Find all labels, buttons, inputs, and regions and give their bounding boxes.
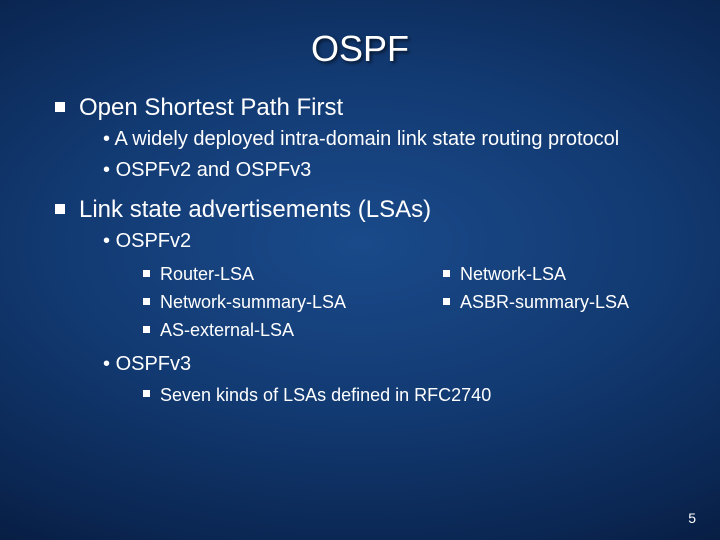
right-column: Network-LSA ASBR-summary-LSA	[443, 261, 703, 345]
section-heading: Link state advertisements (LSAs)	[55, 196, 690, 224]
sub-bullet: OSPFv2	[103, 228, 690, 255]
square-bullet-icon	[143, 390, 150, 397]
list-item: Router-LSA	[143, 261, 443, 289]
list-item: Network-LSA	[443, 261, 703, 289]
square-bullet-icon	[143, 326, 150, 333]
list-item-text: Router-LSA	[160, 264, 254, 284]
list-item: Network-summary-LSA	[143, 289, 443, 317]
list-item-text: AS-external-LSA	[160, 320, 294, 340]
section-heading: Open Shortest Path First	[55, 94, 690, 122]
section2-heading-text: Link state advertisements (LSAs)	[79, 196, 431, 223]
list-item-text: ASBR-summary-LSA	[460, 292, 629, 312]
square-bullet-icon	[143, 270, 150, 277]
page-number: 5	[688, 510, 696, 526]
square-bullet-icon	[55, 102, 65, 112]
list-item: AS-external-LSA	[143, 317, 443, 345]
slide-title: OSPF	[0, 0, 720, 88]
square-bullet-icon	[443, 298, 450, 305]
bullet-item: OSPFv2 and OSPFv3	[103, 157, 690, 184]
sub-bullet: OSPFv3	[103, 351, 690, 378]
square-bullet-icon	[443, 270, 450, 277]
two-column-list: Router-LSA Network-summary-LSA AS-extern…	[143, 261, 690, 345]
bullet-item: A widely deployed intra-domain link stat…	[103, 126, 690, 153]
square-bullet-icon	[143, 298, 150, 305]
section1-heading-text: Open Shortest Path First	[79, 94, 343, 121]
list-item-text: Network-summary-LSA	[160, 292, 346, 312]
slide: OSPF Open Shortest Path First A widely d…	[0, 0, 720, 540]
list-item-text: Seven kinds of LSAs defined in RFC2740	[160, 385, 491, 405]
square-bullet-icon	[55, 204, 65, 214]
list-item: ASBR-summary-LSA	[443, 289, 703, 317]
left-column: Router-LSA Network-summary-LSA AS-extern…	[143, 261, 443, 345]
list-item-text: Network-LSA	[460, 264, 566, 284]
slide-content: Open Shortest Path First A widely deploy…	[0, 94, 720, 409]
list-item: Seven kinds of LSAs defined in RFC2740	[143, 382, 690, 409]
